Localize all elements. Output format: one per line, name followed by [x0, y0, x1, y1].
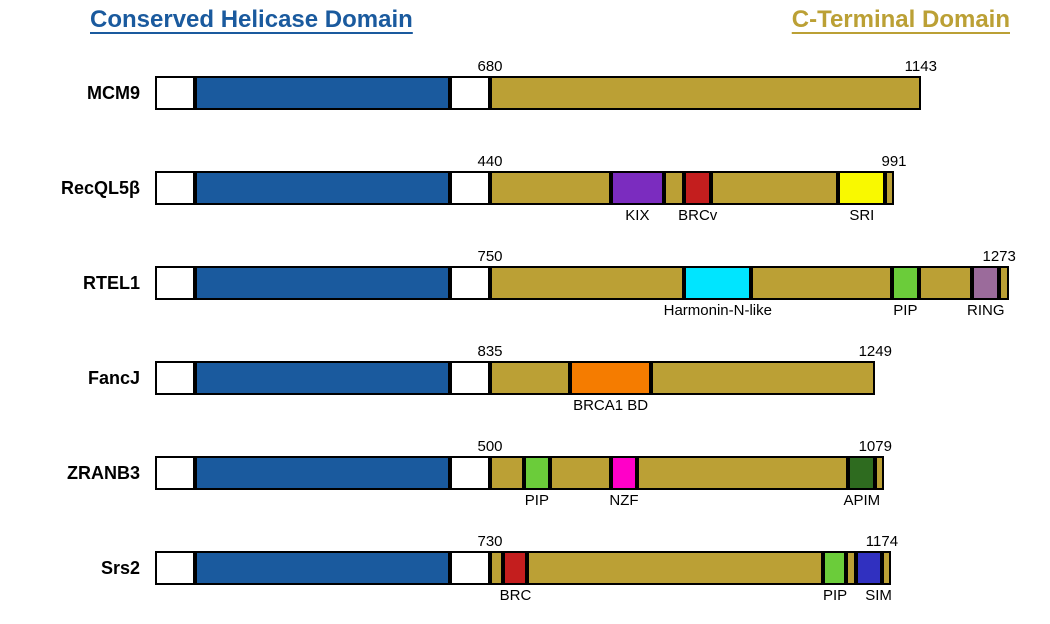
brcv-motif — [684, 171, 711, 205]
helicase-domain — [195, 456, 450, 490]
harmoninn-label: Harmonin-N-like — [664, 302, 772, 319]
head-gap — [155, 361, 195, 395]
cterm-seg-1 — [490, 361, 570, 395]
diagram-container: Conserved Helicase Domain C-Terminal Dom… — [0, 0, 1050, 624]
start-pos-Srs2: 730 — [477, 533, 502, 550]
sri-motif — [838, 171, 885, 205]
cterm-seg-3 — [637, 456, 848, 490]
head-gap — [155, 76, 195, 110]
cterm-seg-2 — [527, 551, 823, 585]
cterm-seg-4 — [882, 551, 891, 585]
end-pos-RecQL5b: 991 — [881, 153, 906, 170]
cterm-seg-1 — [490, 551, 503, 585]
start-pos-RecQL5b: 440 — [477, 153, 502, 170]
linker-gap — [450, 456, 490, 490]
protein-row-RTEL1: RTEL1 750 1273 Harmonin-N-like PIP RING — [0, 238, 1050, 334]
apim-label: APIM — [844, 492, 881, 509]
helicase-domain — [195, 76, 450, 110]
cterm-seg-3 — [711, 171, 838, 205]
helicase-domain — [195, 171, 450, 205]
ring-label: RING — [967, 302, 1005, 319]
harmoninn-motif — [684, 266, 751, 300]
c-terminal-domain — [490, 76, 921, 110]
linker-gap — [450, 551, 490, 585]
head-gap — [155, 266, 195, 300]
header-c-terminal: C-Terminal Domain — [792, 6, 1010, 34]
cterm-seg-2 — [664, 171, 684, 205]
sim-label: SIM — [865, 587, 892, 604]
brc-motif — [503, 551, 526, 585]
linker-gap — [450, 361, 490, 395]
linker-gap — [450, 171, 490, 205]
head-gap — [155, 456, 195, 490]
end-pos-ZRANB3: 1079 — [859, 438, 892, 455]
protein-label-RTEL1: RTEL1 — [0, 273, 150, 294]
kix-label: KIX — [625, 207, 649, 224]
end-pos-RTEL1: 1273 — [983, 248, 1016, 265]
cterm-seg-1 — [490, 171, 611, 205]
helicase-domain — [195, 361, 450, 395]
end-pos-MCM9: 1143 — [905, 58, 937, 75]
linker-gap — [450, 266, 490, 300]
cterm-seg-1 — [490, 456, 524, 490]
helicase-domain — [195, 551, 450, 585]
kix-motif — [611, 171, 665, 205]
pip-motif — [823, 551, 846, 585]
brca1bd-motif — [570, 361, 650, 395]
brc-label: BRC — [500, 587, 532, 604]
start-pos-MCM9: 680 — [477, 58, 502, 75]
sri-label: SRI — [849, 207, 874, 224]
protein-label-RecQL5b: RecQL5β — [0, 178, 150, 199]
brcv-label: BRCv — [678, 207, 717, 224]
pip-motif — [892, 266, 919, 300]
pip-label: PIP — [525, 492, 549, 509]
pip-label: PIP — [893, 302, 917, 319]
cterm-seg-4 — [875, 456, 884, 490]
protein-row-MCM9: MCM9 680 1143 — [0, 48, 1050, 144]
nzf-label: NZF — [609, 492, 638, 509]
helicase-domain — [195, 266, 450, 300]
protein-label-Srs2: Srs2 — [0, 558, 150, 579]
cterm-seg-2 — [550, 456, 610, 490]
protein-row-ZRANB3: ZRANB3 500 1079 PIP NZF APIM — [0, 428, 1050, 524]
apim-motif — [848, 456, 875, 490]
sim-motif — [856, 551, 881, 585]
cterm-seg-3 — [846, 551, 856, 585]
protein-label-ZRANB3: ZRANB3 — [0, 463, 150, 484]
head-gap — [155, 171, 195, 205]
header: Conserved Helicase Domain C-Terminal Dom… — [90, 6, 1010, 42]
cterm-seg-4 — [999, 266, 1009, 300]
cterm-seg-2 — [651, 361, 875, 395]
protein-label-MCM9: MCM9 — [0, 83, 150, 104]
protein-row-RecQL5b: RecQL5β 440 991 KIX BRCv SRI — [0, 143, 1050, 239]
nzf-motif — [611, 456, 638, 490]
start-pos-RTEL1: 750 — [477, 248, 502, 265]
cterm-seg-2 — [751, 266, 892, 300]
cterm-seg-4 — [885, 171, 894, 205]
end-pos-Srs2: 1174 — [866, 533, 898, 550]
ring-motif — [972, 266, 999, 300]
cterm-seg-3 — [919, 266, 973, 300]
start-pos-FancJ: 835 — [477, 343, 502, 360]
protein-label-FancJ: FancJ — [0, 368, 150, 389]
end-pos-FancJ: 1249 — [859, 343, 892, 360]
linker-gap — [450, 76, 490, 110]
protein-row-Srs2: Srs2 730 1174 BRC PIP SIM — [0, 523, 1050, 619]
start-pos-ZRANB3: 500 — [477, 438, 502, 455]
brca1bd-label: BRCA1 BD — [573, 397, 648, 414]
pip-label: PIP — [823, 587, 847, 604]
pip-motif — [524, 456, 551, 490]
protein-row-FancJ: FancJ 835 1249 BRCA1 BD — [0, 333, 1050, 429]
header-conserved-helicase: Conserved Helicase Domain — [90, 6, 413, 34]
head-gap — [155, 551, 195, 585]
cterm-seg-1 — [490, 266, 684, 300]
